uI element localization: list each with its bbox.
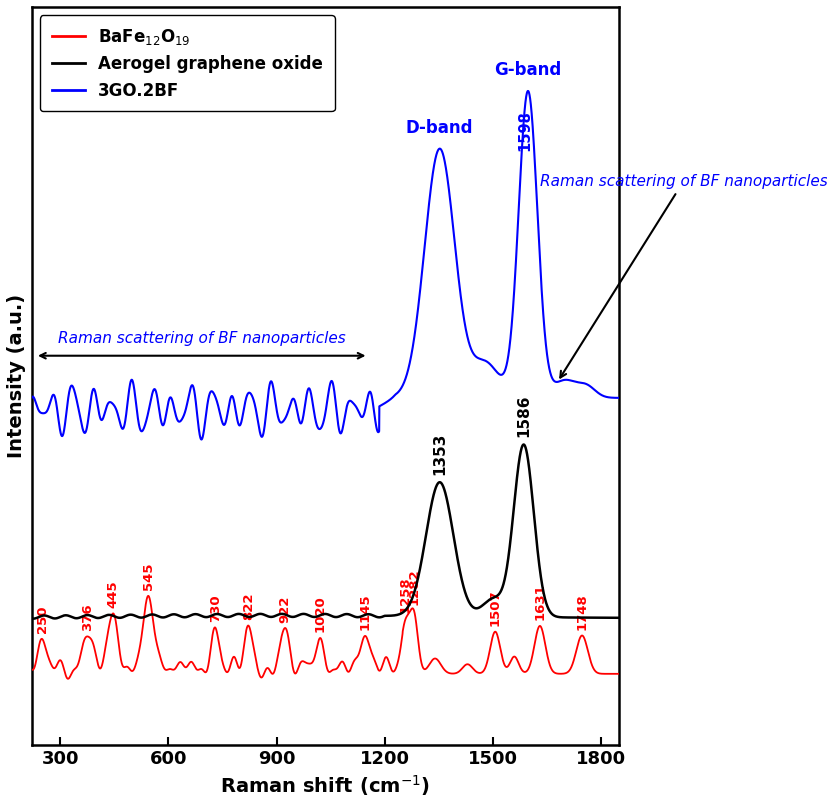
Text: 1145: 1145 bbox=[358, 593, 371, 630]
Y-axis label: Intensity (a.u.): Intensity (a.u.) bbox=[7, 294, 26, 458]
Legend: BaFe$_{12}$O$_{19}$, Aerogel graphene oxide, 3GO.2BF: BaFe$_{12}$O$_{19}$, Aerogel graphene ox… bbox=[40, 15, 335, 111]
Text: 545: 545 bbox=[142, 563, 155, 590]
Text: 1258: 1258 bbox=[399, 576, 412, 613]
Text: 730: 730 bbox=[208, 594, 222, 621]
Text: 822: 822 bbox=[242, 592, 255, 620]
Text: Raman scattering of BF nanoparticles: Raman scattering of BF nanoparticles bbox=[58, 331, 346, 346]
Text: 1282: 1282 bbox=[408, 569, 421, 605]
Text: 922: 922 bbox=[278, 595, 291, 622]
Text: 1598: 1598 bbox=[517, 110, 532, 151]
Text: 1631: 1631 bbox=[533, 584, 547, 620]
Text: 1748: 1748 bbox=[576, 593, 589, 630]
Text: 1586: 1586 bbox=[516, 394, 531, 437]
Text: 376: 376 bbox=[81, 603, 94, 631]
Text: D-band: D-band bbox=[406, 119, 474, 137]
Text: 1020: 1020 bbox=[313, 596, 326, 633]
Text: 250: 250 bbox=[36, 606, 49, 634]
Text: 1507: 1507 bbox=[489, 589, 502, 626]
X-axis label: Raman shift (cm$^{-1}$): Raman shift (cm$^{-1}$) bbox=[220, 773, 430, 798]
Text: G-band: G-band bbox=[495, 61, 562, 80]
Text: 445: 445 bbox=[106, 580, 119, 608]
Text: 1353: 1353 bbox=[433, 432, 447, 474]
Text: Raman scattering of BF nanoparticles: Raman scattering of BF nanoparticles bbox=[539, 174, 827, 378]
